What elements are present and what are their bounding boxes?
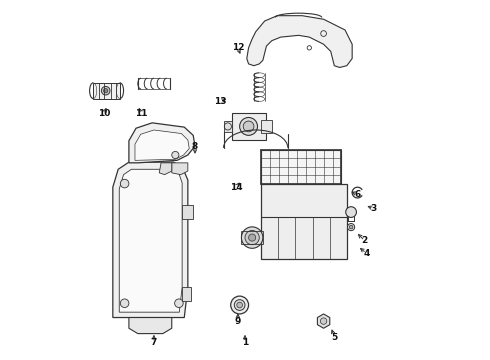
Polygon shape xyxy=(135,130,189,160)
Circle shape xyxy=(320,318,327,324)
Circle shape xyxy=(231,296,248,314)
Circle shape xyxy=(245,230,259,245)
Circle shape xyxy=(240,117,258,135)
Polygon shape xyxy=(113,162,188,318)
Polygon shape xyxy=(232,113,267,140)
Text: 5: 5 xyxy=(331,333,338,342)
Text: 8: 8 xyxy=(192,141,198,150)
Text: 10: 10 xyxy=(98,109,110,118)
Text: 6: 6 xyxy=(354,190,361,199)
Circle shape xyxy=(242,227,263,248)
Circle shape xyxy=(243,121,254,132)
Text: 7: 7 xyxy=(151,338,157,347)
Polygon shape xyxy=(261,150,342,184)
Circle shape xyxy=(174,299,183,307)
Circle shape xyxy=(349,225,353,229)
Text: 1: 1 xyxy=(242,338,248,347)
Text: 2: 2 xyxy=(362,236,368,245)
Circle shape xyxy=(121,179,129,188)
Circle shape xyxy=(347,224,355,231)
Polygon shape xyxy=(159,163,172,175)
Circle shape xyxy=(121,299,129,307)
Polygon shape xyxy=(172,163,188,175)
Circle shape xyxy=(103,89,108,93)
Text: 12: 12 xyxy=(232,43,244,52)
Circle shape xyxy=(346,207,356,217)
Polygon shape xyxy=(318,314,330,328)
Polygon shape xyxy=(182,205,193,219)
Circle shape xyxy=(237,302,243,308)
Polygon shape xyxy=(247,16,352,67)
Text: 4: 4 xyxy=(363,249,369,258)
Polygon shape xyxy=(129,318,172,334)
Polygon shape xyxy=(182,287,192,301)
Circle shape xyxy=(101,86,110,95)
Circle shape xyxy=(172,152,179,158)
Polygon shape xyxy=(223,121,232,132)
Polygon shape xyxy=(93,83,120,99)
Polygon shape xyxy=(129,123,195,163)
Polygon shape xyxy=(261,120,272,133)
Text: 14: 14 xyxy=(230,183,243,192)
Text: 9: 9 xyxy=(235,316,241,325)
Text: 3: 3 xyxy=(370,204,377,213)
Text: 13: 13 xyxy=(214,97,226,106)
Circle shape xyxy=(234,300,245,310)
Circle shape xyxy=(248,234,256,241)
Polygon shape xyxy=(119,169,182,312)
Polygon shape xyxy=(261,184,347,258)
Text: 11: 11 xyxy=(135,109,147,118)
